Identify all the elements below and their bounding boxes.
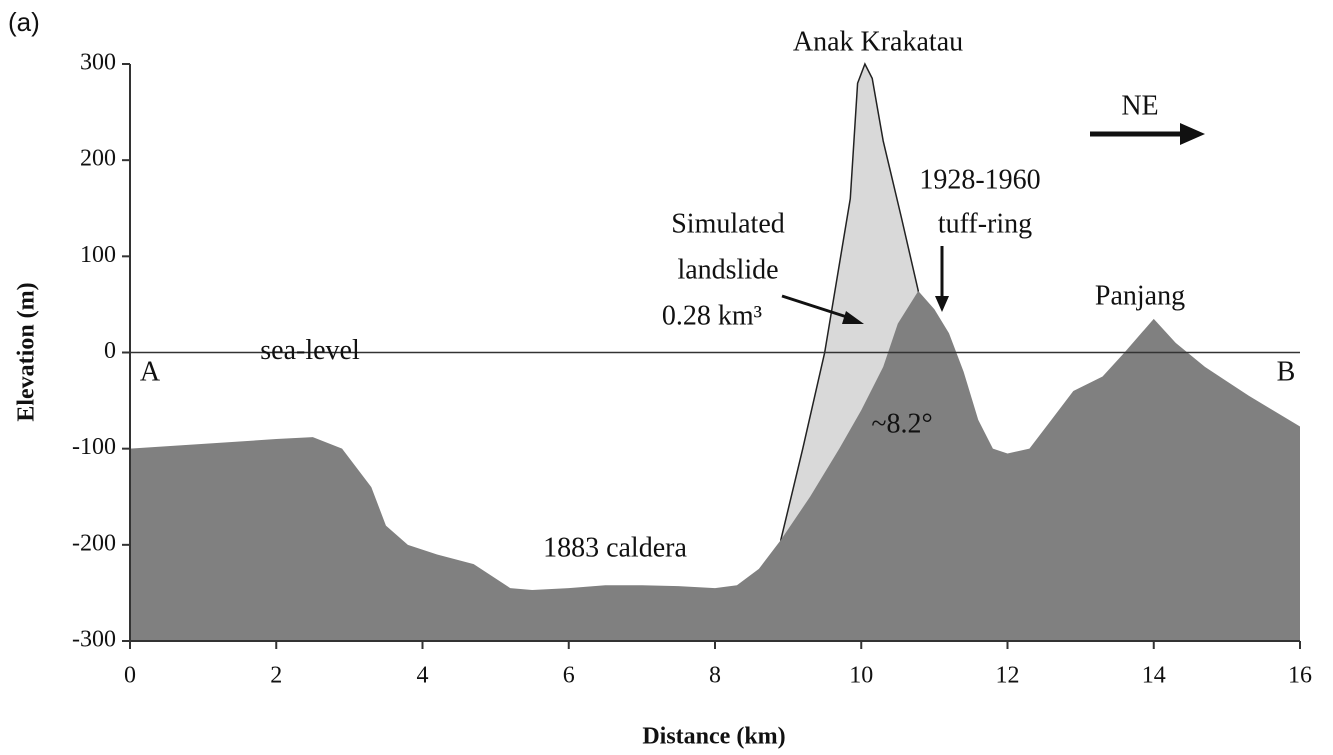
x-tick-label: 6: [563, 663, 575, 689]
x-tick-label: 2: [270, 663, 282, 689]
annotation: ~8.2°: [871, 408, 932, 439]
annotation: Panjang: [1095, 280, 1185, 311]
annotation: NE: [1121, 90, 1158, 121]
landslide-arrow: [781, 294, 851, 320]
area: [130, 290, 1300, 641]
annotation: B: [1277, 356, 1296, 387]
panel-label: (a): [8, 7, 40, 37]
annotation: 1883 caldera: [543, 532, 687, 563]
x-tick-label: 14: [1142, 663, 1166, 689]
x-tick-label: 8: [709, 663, 721, 689]
annotation: tuff-ring: [938, 208, 1032, 239]
tuff-arrow-head: [935, 296, 949, 312]
x-tick-label: 4: [417, 663, 429, 689]
ne-arrow-head: [1180, 123, 1205, 145]
x-axis-label: Distance (km): [642, 724, 785, 750]
y-tick-label: -100: [72, 434, 116, 460]
y-tick-label: -200: [72, 530, 116, 556]
annotation: Anak Krakatau: [793, 26, 963, 57]
y-tick-label: 200: [80, 146, 116, 172]
annotation: A: [140, 356, 161, 387]
x-tick-label: 12: [996, 663, 1020, 689]
arrows: [781, 123, 1205, 324]
annotation: 0.28 km³: [662, 300, 762, 331]
landslide-arrow-head: [842, 311, 864, 324]
y-axis-label: Elevation (m): [14, 282, 40, 421]
annotation: 1928-1960: [919, 164, 1040, 195]
y-tick-label: 100: [80, 242, 116, 268]
y-tick-label: 0: [104, 338, 116, 364]
y-tick-label: -300: [72, 627, 116, 653]
annotation: Simulated: [671, 208, 785, 239]
sea-level-label: sea-level: [260, 335, 360, 366]
x-tick-label: 0: [124, 663, 136, 689]
y-tick-label: 300: [80, 50, 116, 76]
x-tick-label: 10: [849, 663, 873, 689]
x-tick-label: 16: [1288, 663, 1312, 689]
annotation: landslide: [677, 254, 778, 285]
plot-area: sea-level -300 -200 -100 0 100 200 300 0 2 4 6 8 10 12…: [72, 50, 1312, 689]
